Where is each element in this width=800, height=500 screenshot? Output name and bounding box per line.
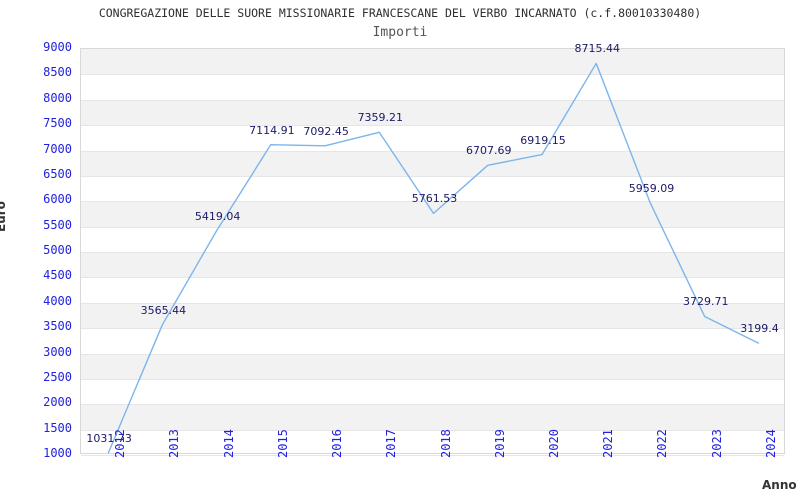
y-axis-tick-label: 8000: [43, 90, 72, 105]
data-point-label: 3565.44: [140, 303, 187, 317]
grid-line: [81, 125, 784, 126]
data-point-label: 3729.71: [682, 295, 729, 309]
data-point-label: 8715.44: [574, 42, 620, 56]
y-axis-tick-label: 2500: [43, 369, 72, 384]
grid-band: [81, 353, 784, 379]
y-axis-tick-label: 8500: [43, 65, 72, 80]
grid-line: [81, 277, 784, 278]
grid-line: [81, 227, 784, 228]
x-axis-tick-label: 2014: [221, 429, 236, 458]
y-axis-tick-label: 5500: [43, 217, 72, 232]
grid-line: [81, 430, 784, 431]
grid-band: [81, 150, 784, 176]
data-point-label: 7092.45: [303, 124, 349, 138]
grid-band: [81, 201, 784, 227]
x-axis-title: Anno: [762, 478, 797, 492]
plot-area: 1031.73 3565.44 5419.04 7114.91 7092.45 7359.…: [80, 42, 785, 456]
grid-line: [81, 74, 784, 75]
chart-title: CONGREGAZIONE DELLE SUORE MISSIONARIE FR…: [98, 6, 702, 20]
grid-line: [81, 455, 784, 456]
y-axis-tick-label: 5000: [43, 243, 72, 257]
grid-line: [81, 354, 784, 355]
data-point-label: 6707.69: [466, 144, 512, 158]
y-axis-tick-label: 4000: [43, 293, 72, 308]
grid-line: [81, 252, 784, 253]
grid-line: [81, 379, 784, 380]
grid-band: [81, 404, 784, 430]
grid-band: [81, 99, 784, 126]
y-axis-tick-label: 6000: [43, 192, 72, 207]
x-axis-tick-label: 2013: [167, 429, 182, 458]
y-axis-tick-label: 6500: [43, 166, 72, 181]
y-axis-tick-label: 4500: [43, 268, 72, 283]
data-point-label: 7359.21: [357, 111, 404, 125]
y-axis-tick-label: 3500: [43, 319, 72, 334]
y-axis-tick-label: 1000: [43, 446, 72, 460]
data-point-label: 1031.73: [86, 432, 132, 446]
grid-line: [81, 303, 784, 304]
data-point-label: 7114.91: [249, 123, 295, 137]
grid-band: [81, 302, 784, 329]
y-axis-tick-label: 3000: [43, 344, 72, 359]
y-axis-tick-label: 7500: [43, 116, 72, 131]
line-series: [107, 62, 760, 454]
data-point-label: 3199.4: [740, 322, 779, 336]
x-axis-tick-label: 2015: [275, 429, 290, 458]
grid-line: [81, 100, 784, 101]
grid-line: [81, 201, 784, 202]
y-axis-title: Euro: [0, 201, 8, 232]
data-point-label: 5761.53: [411, 192, 458, 206]
grid-line: [81, 404, 784, 405]
chart-subtitle: Importi: [372, 25, 428, 40]
x-axis-tick-label: 2023: [709, 429, 724, 458]
grid-band: [81, 252, 784, 278]
grid-line: [81, 176, 784, 177]
data-point-label: 6919.15: [520, 133, 566, 147]
y-axis-tick-label: 2000: [43, 395, 72, 410]
y-axis-tick-label: 1500: [43, 420, 72, 435]
x-axis-tick-label: 2020: [546, 429, 561, 458]
x-axis-tick-label: 2022: [655, 429, 670, 458]
series-line: [107, 62, 760, 454]
x-axis-tick-label: 2016: [330, 429, 345, 458]
x-axis-tick-label: 2012: [113, 429, 128, 458]
x-axis-tick-label: 2017: [384, 429, 399, 458]
y-axis-tick-label: 9000: [43, 40, 72, 54]
y-axis-tick-label: 7000: [43, 141, 72, 156]
grid-line: [81, 151, 784, 152]
x-axis-tick-label: 2024: [763, 429, 778, 458]
x-axis-tick-label: 2019: [492, 429, 507, 458]
grid-line: [81, 328, 784, 329]
x-axis-tick-label: 2021: [601, 429, 616, 458]
data-point-label: 5959.09: [628, 182, 675, 196]
grid-band: [81, 49, 784, 75]
data-point-label: 5419.04: [194, 209, 241, 223]
x-axis-tick-label: 2018: [438, 429, 453, 458]
